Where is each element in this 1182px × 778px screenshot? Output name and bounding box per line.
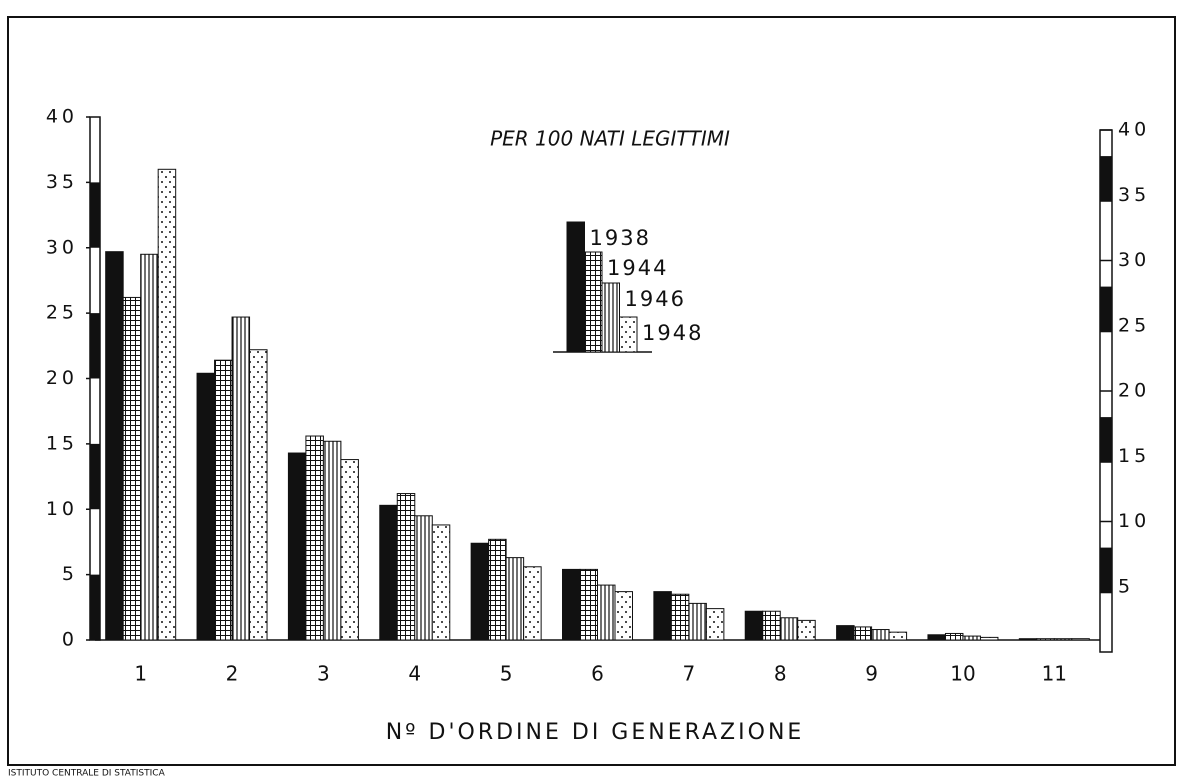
axis-segment [1100,286,1112,333]
bar [470,542,490,641]
y2-tick-label: 25 [1118,314,1150,336]
bar [1053,638,1073,641]
y2-tick-label: 30 [1118,249,1150,271]
axis-segment [90,443,100,510]
bar [1036,638,1055,641]
y2-tick-label: 5 [1118,575,1134,597]
x-tick-label: 8 [774,662,787,686]
bar [888,631,908,641]
bar [340,459,359,641]
bar [944,632,964,641]
x-tick-label: 4 [408,662,421,686]
bar [396,493,416,641]
x-tick-label: 5 [500,662,513,686]
y-tick-label: 15 [46,432,78,454]
axis-segment [1100,156,1112,202]
bar [579,568,598,641]
annotation: PER 100 NATI LEGITTIMI [490,127,730,151]
bar [196,372,216,641]
y-tick-label: 25 [46,302,78,324]
y-tick-label: 20 [46,367,78,389]
y-tick-label: 0 [62,629,78,651]
y2-tick-label: 40 [1118,119,1150,141]
x-tick-label: 3 [317,662,330,686]
bar [853,626,873,641]
bar [962,635,981,641]
x-tick-label: 1 [134,662,147,686]
bar [688,602,707,641]
x-tick-label: 10 [950,662,975,686]
frame [7,16,1176,766]
axis-segment [1100,547,1112,594]
bar [979,636,999,641]
bar [523,566,542,641]
axis-segment [90,313,100,379]
bar [488,538,507,641]
y-tick-label: 40 [46,106,78,128]
bar [597,584,616,641]
bar [287,452,307,641]
axis-segment [90,182,100,248]
bar [505,557,525,641]
bar [122,296,142,641]
x-axis-label: Nº D'ORDINE DI GENERAZIONE [386,720,805,745]
bar [231,316,251,641]
bar [653,591,672,641]
legend-label: 1948 [642,321,703,345]
bar [249,349,268,641]
x-tick-label: 7 [682,662,695,686]
legend-label: 1946 [625,287,686,311]
legend-swatch [566,221,585,353]
bar [744,610,764,641]
x-tick-label: 6 [591,662,604,686]
axis-segment [1100,417,1112,463]
bar [836,625,855,641]
x-tick-label: 11 [1042,662,1067,686]
bar [431,524,451,641]
y-tick-label: 30 [46,236,78,258]
legend-label: 1944 [607,256,668,280]
bar [927,634,946,641]
bar [305,435,324,641]
bar [105,251,124,641]
legend-swatch [584,251,603,353]
y2-tick-label: 10 [1118,510,1150,532]
bar [670,593,690,641]
legend-swatch [619,316,638,353]
legend-label: 1938 [590,226,651,250]
y-tick-label: 10 [46,498,78,520]
y-tick-label: 35 [46,171,78,193]
bar [562,568,581,641]
bar [614,591,633,641]
bar [414,515,433,641]
y2-tick-label: 35 [1118,184,1150,206]
bar [322,440,342,641]
x-tick-label: 2 [226,662,239,686]
bar [871,629,890,641]
bar [157,168,177,641]
bar [379,504,398,641]
bar [797,619,816,641]
bar [1071,638,1090,641]
x-tick-label: 9 [865,662,878,686]
y-tick-label: 5 [62,563,78,585]
y2-tick-label: 20 [1118,380,1150,402]
bar [705,608,725,641]
axis-segment [90,574,100,640]
footer: ISTITUTO CENTRALE DI STATISTICA [8,769,166,778]
bar [762,610,781,641]
bar [214,359,233,641]
bar [779,617,799,641]
legend-swatch [601,282,620,353]
bar [1018,638,1038,641]
y2-tick-label: 15 [1118,445,1150,467]
bar [140,253,159,641]
